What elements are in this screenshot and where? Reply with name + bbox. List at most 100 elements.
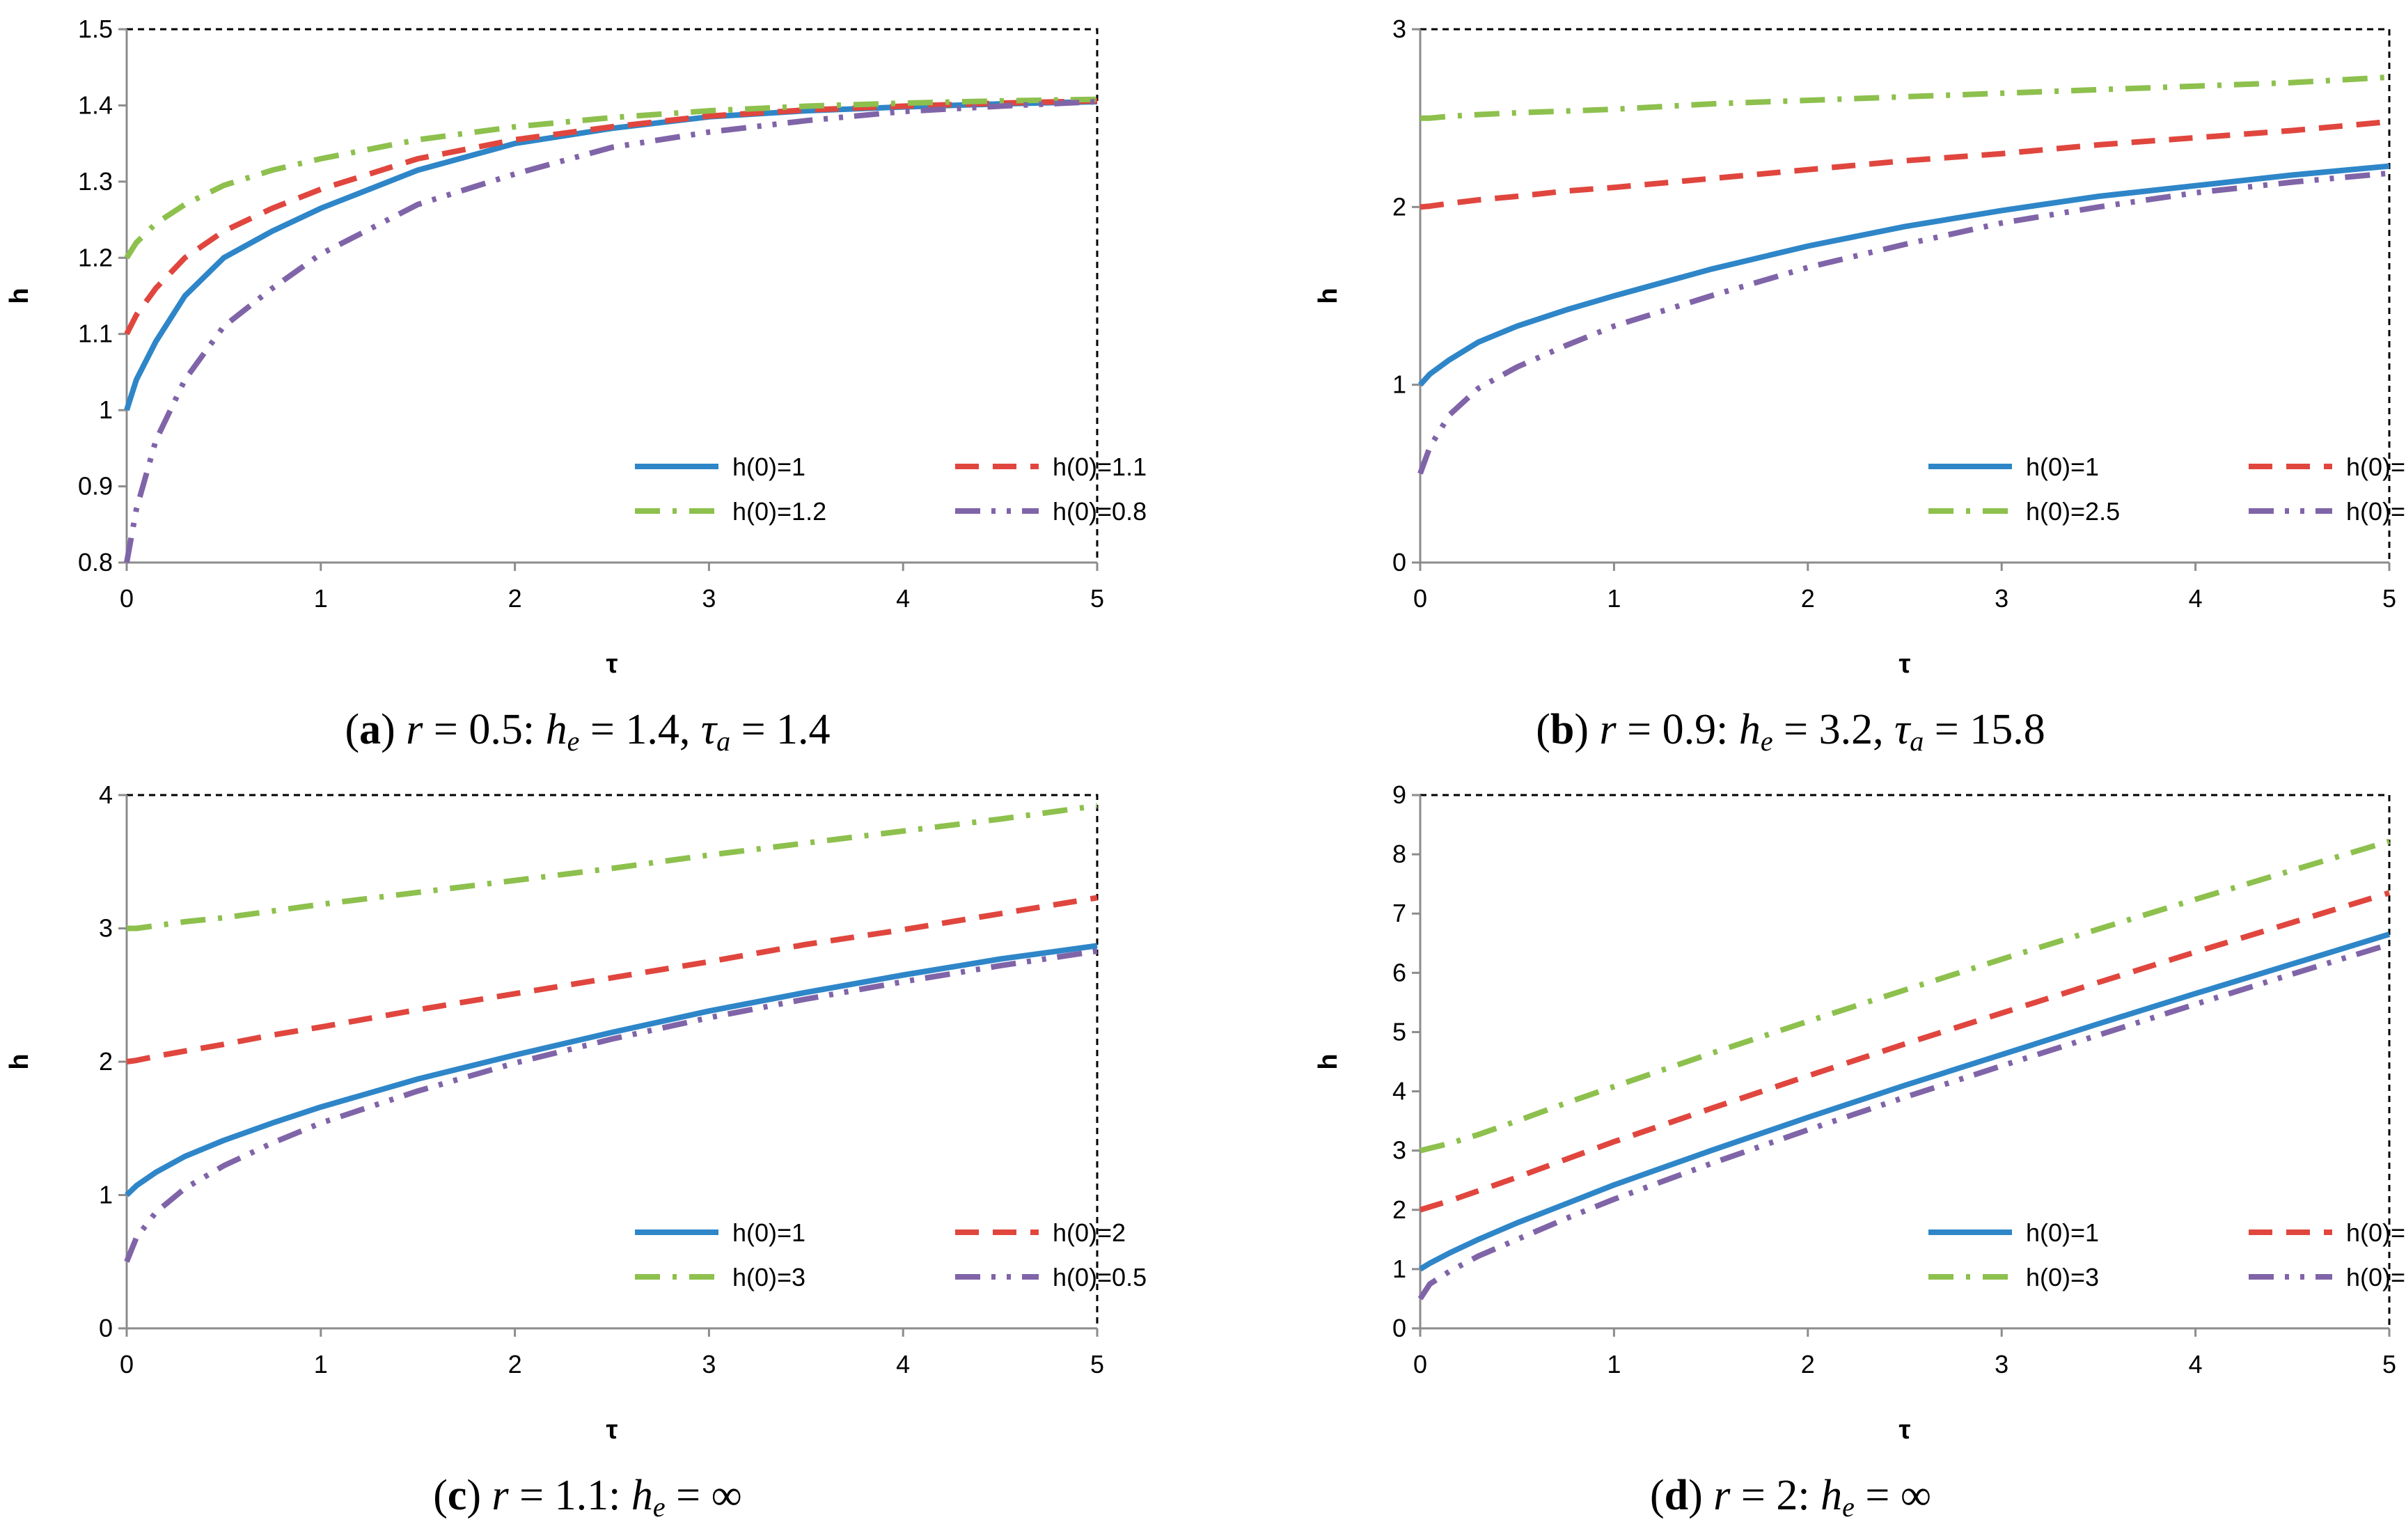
x-tick-label: 0 (1413, 1350, 1427, 1378)
chart-panel-c: 0 1 2 3 4 0 1 2 3 4 5 τ h h(0)=1 h(0)=2 h(0)=3 h(0)=0.5 (… (5, 780, 1147, 1523)
x-tick-label: 4 (2189, 584, 2203, 613)
legend-label: h(0)=0.5 (2346, 1263, 2406, 1291)
x-tick-label: 3 (1995, 1350, 2008, 1378)
y-tick-label: 1.4 (78, 91, 113, 119)
x-tick-label: 4 (2189, 1350, 2203, 1378)
y-tick-label: 1.2 (78, 243, 113, 272)
series-line-h(0)=0.5 (124, 948, 1098, 1263)
chart-panel-d: 0 1 2 3 4 5 6 7 8 9 0 1 2 3 4 5 τ h h(0)=1 h(0)=2 h(0)=3 h(0)… (1314, 780, 2406, 1523)
series-line-h(0)=2 (1419, 890, 2391, 1213)
y-tick-label: 4 (1392, 1077, 1406, 1106)
series-line-h(0)=2 (126, 895, 1098, 1064)
legend-label: h(0)=0.5 (1053, 1263, 1147, 1291)
x-tick-label: 1 (314, 584, 328, 613)
series-line-h(0)=1 (1418, 932, 2391, 1272)
x-axis-title: τ (606, 650, 618, 679)
x-tick-label: 4 (896, 584, 910, 613)
y-tick-label: 3 (1392, 15, 1406, 43)
y-axis-title: h (1314, 1053, 1343, 1069)
x-tick-label: 5 (2382, 1350, 2396, 1378)
x-tick-label: 1 (314, 1350, 328, 1378)
series-line-h(0)=0.5 (1417, 170, 2390, 475)
plot-border (1420, 28, 2391, 563)
y-tick-label: 3 (99, 914, 113, 943)
y-tick-label: 3 (1392, 1136, 1406, 1165)
y-tick-label: 1 (1392, 1255, 1406, 1283)
panel-caption: (a) r = 0.5: he = 1.4, τa = 1.4 (345, 706, 830, 757)
y-tick-label: 2 (1392, 192, 1406, 221)
y-tick-label: 0.8 (78, 548, 113, 576)
y-tick-label: 2 (99, 1047, 113, 1076)
y-tick-label: 0.9 (78, 472, 113, 501)
y-axis-title: h (5, 1053, 34, 1069)
series-line-h(0)=2.5 (1420, 74, 2390, 121)
series-line-h(0)=3 (1420, 838, 2391, 1154)
y-tick-label: 1 (99, 395, 113, 424)
x-tick-label: 1 (1607, 1350, 1621, 1378)
legend-label: h(0)=1 (2026, 1218, 2099, 1247)
y-axis-title: h (5, 288, 34, 304)
x-tick-label: 5 (1090, 584, 1104, 613)
x-tick-label: 0 (1413, 584, 1427, 613)
x-tick-label: 2 (508, 1350, 522, 1378)
plot-border (1420, 794, 2391, 1328)
series-line-h(0)=0.5 (1417, 941, 2391, 1301)
y-tick-label: 2 (1392, 1195, 1406, 1224)
x-tick-label: 3 (702, 1350, 716, 1378)
legend-label: h(0)=0.8 (1053, 497, 1147, 526)
y-tick-label: 4 (99, 780, 113, 809)
x-tick-label: 2 (508, 584, 522, 613)
plot-border (127, 28, 1099, 563)
legend-label: h(0)=1 (732, 1218, 805, 1247)
y-tick-label: 0 (1392, 548, 1406, 576)
y-tick-label: 7 (1392, 899, 1406, 927)
series-line-h(0)=2 (1420, 118, 2390, 210)
series-line-h(0)=1.1 (124, 97, 1098, 336)
x-axis-title: τ (606, 1415, 618, 1445)
legend-label: h(0)=2 (2346, 453, 2406, 481)
series-line-h(0)=1 (125, 943, 1098, 1197)
y-tick-label: 0 (1392, 1314, 1406, 1342)
y-tick-label: 1 (99, 1181, 113, 1209)
legend-label: h(0)=3 (732, 1263, 805, 1291)
x-tick-label: 5 (2382, 584, 2396, 613)
legend-label: h(0)=1.1 (1053, 453, 1147, 481)
legend-label: h(0)=2 (1053, 1218, 1126, 1247)
y-tick-label: 1.1 (78, 320, 113, 348)
series-line-h(0)=3 (127, 803, 1098, 932)
legend-label: h(0)=2.5 (2026, 497, 2120, 526)
legend-label: h(0)=0.5 (2346, 497, 2406, 526)
series-line-h(0)=1 (1418, 163, 2390, 387)
x-tick-label: 2 (1801, 1350, 1815, 1378)
chart-panel-b: 0 1 2 3 0 1 2 3 4 5 τ h h(0)=1 h(0)=2 h(0)=2.5 h(0)=0.5… (1314, 15, 2406, 757)
x-tick-label: 0 (120, 584, 134, 613)
legend-label: h(0)=1.2 (732, 497, 826, 526)
x-tick-label: 3 (702, 584, 716, 613)
panel-caption: (d) r = 2: he = ∞ (1650, 1472, 1931, 1523)
legend-label: h(0)=1 (2026, 453, 2099, 481)
y-tick-label: 8 (1392, 840, 1406, 868)
y-tick-label: 9 (1392, 780, 1406, 809)
series-line-h(0)=0.8 (124, 99, 1098, 563)
x-tick-label: 2 (1801, 584, 1815, 613)
y-tick-label: 5 (1392, 1017, 1406, 1046)
y-axis-title: h (1314, 288, 1343, 304)
y-tick-label: 1.3 (78, 167, 113, 196)
x-tick-label: 0 (120, 1350, 134, 1378)
legend-label: h(0)=3 (2026, 1263, 2099, 1291)
x-axis-title: τ (1899, 1415, 1911, 1445)
y-tick-label: 6 (1392, 958, 1406, 987)
panel-caption: (b) r = 0.9: he = 3.2, τa = 15.8 (1536, 706, 2045, 757)
x-tick-label: 4 (896, 1350, 910, 1378)
x-axis-title: τ (1899, 650, 1911, 679)
x-tick-label: 1 (1607, 584, 1621, 613)
x-tick-label: 5 (1090, 1350, 1104, 1378)
x-tick-label: 3 (1995, 584, 2008, 613)
y-tick-label: 1.5 (78, 15, 113, 43)
series-line-h(0)=1.2 (124, 96, 1098, 260)
panel-caption: (c) r = 1.1: he = ∞ (433, 1472, 742, 1523)
chart-panel-a: 0.8 0.9 1 1.1 1.2 1.3 1.4 1.5 0 1 2 3 4 5 τ h h(0)=1 h(0)… (5, 15, 1147, 757)
legend-label: h(0)=1 (732, 453, 805, 481)
y-tick-label: 1 (1392, 370, 1406, 399)
